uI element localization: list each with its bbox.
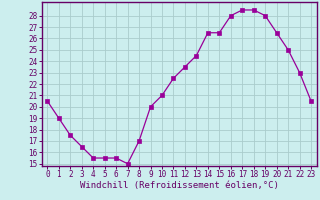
X-axis label: Windchill (Refroidissement éolien,°C): Windchill (Refroidissement éolien,°C)	[80, 181, 279, 190]
